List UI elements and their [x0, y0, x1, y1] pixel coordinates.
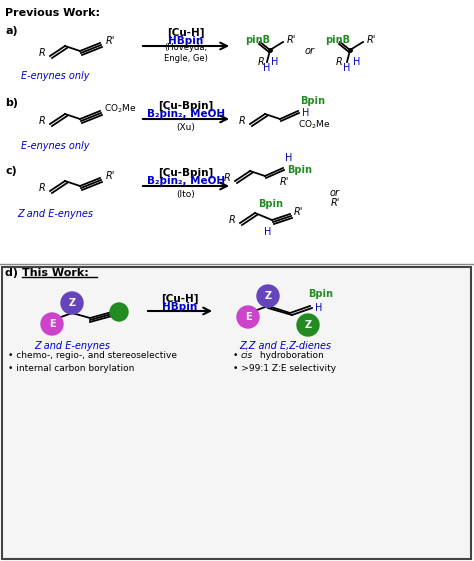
Text: HBpin: HBpin	[163, 302, 198, 312]
Text: B₂pin₂, MeOH: B₂pin₂, MeOH	[147, 176, 225, 186]
Text: [Cu-Bpin]: [Cu-Bpin]	[158, 168, 214, 178]
Text: Bpin: Bpin	[300, 96, 325, 106]
Text: B₂pin₂, MeOH: B₂pin₂, MeOH	[147, 109, 225, 119]
Text: This Work:: This Work:	[22, 268, 89, 278]
Text: R: R	[38, 116, 46, 126]
Text: [Cu-Bpin]: [Cu-Bpin]	[158, 101, 214, 111]
Text: CO$_2$Me: CO$_2$Me	[104, 103, 137, 115]
Text: CO$_2$Me: CO$_2$Me	[298, 119, 330, 131]
Text: •: •	[233, 351, 241, 360]
Text: H: H	[285, 153, 292, 163]
Text: H: H	[302, 108, 310, 118]
Text: R: R	[258, 57, 264, 67]
Text: • internal carbon borylation: • internal carbon borylation	[8, 364, 134, 373]
Text: H: H	[264, 227, 272, 237]
Text: Z,Z and E,Z-dienes: Z,Z and E,Z-dienes	[239, 341, 331, 351]
Text: E: E	[245, 312, 251, 322]
Text: Bpin: Bpin	[308, 289, 333, 299]
Circle shape	[237, 306, 259, 328]
Text: E-enynes only: E-enynes only	[21, 141, 89, 151]
Text: E-enynes only: E-enynes only	[21, 71, 89, 81]
Text: R': R'	[367, 35, 376, 45]
Circle shape	[41, 313, 63, 335]
Text: a): a)	[5, 26, 18, 36]
Circle shape	[61, 292, 83, 314]
Text: or: or	[305, 46, 315, 56]
Text: R': R'	[280, 177, 289, 187]
Text: H: H	[353, 57, 361, 67]
Text: Previous Work:: Previous Work:	[5, 8, 100, 18]
Text: b): b)	[5, 98, 18, 108]
Text: (Ito): (Ito)	[177, 190, 195, 199]
Circle shape	[297, 314, 319, 336]
Text: Z: Z	[264, 291, 272, 301]
Text: or: or	[330, 188, 340, 198]
FancyBboxPatch shape	[2, 267, 471, 559]
Text: R': R'	[287, 35, 296, 45]
Text: R': R'	[106, 171, 115, 181]
Text: Z and E-enynes: Z and E-enynes	[17, 209, 93, 219]
Text: Z: Z	[68, 298, 75, 308]
Text: H: H	[315, 303, 322, 313]
Text: R': R'	[330, 198, 340, 208]
Text: R: R	[228, 215, 236, 225]
Text: R: R	[238, 116, 246, 126]
Circle shape	[257, 285, 279, 307]
Text: Z: Z	[304, 320, 311, 330]
Text: d): d)	[5, 268, 22, 278]
Text: c): c)	[5, 166, 17, 176]
Text: H: H	[264, 63, 271, 73]
Text: cis: cis	[241, 351, 253, 360]
Text: R: R	[38, 183, 46, 193]
Text: • chemo-, regio-, and stereoselective: • chemo-, regio-, and stereoselective	[8, 351, 177, 360]
Text: pinB: pinB	[325, 35, 350, 45]
Text: hydroboration: hydroboration	[257, 351, 324, 360]
Text: pinB: pinB	[245, 35, 270, 45]
Text: [Cu-H]: [Cu-H]	[167, 28, 205, 38]
Text: [Cu-H]: [Cu-H]	[161, 294, 199, 304]
Text: R: R	[38, 48, 46, 58]
Text: Bpin: Bpin	[287, 165, 312, 175]
Text: E: E	[49, 319, 55, 329]
Text: H: H	[271, 57, 279, 67]
Text: • >99:1 Z:E selectivity: • >99:1 Z:E selectivity	[233, 364, 336, 373]
Text: (Hoveyda,
Engle, Ge): (Hoveyda, Engle, Ge)	[164, 43, 208, 63]
Text: R': R'	[294, 207, 303, 217]
Text: R: R	[336, 57, 342, 67]
Text: R': R'	[106, 36, 115, 46]
Circle shape	[110, 303, 128, 321]
Text: R: R	[224, 173, 230, 183]
Text: HBpin: HBpin	[168, 36, 204, 46]
Text: H: H	[343, 63, 351, 73]
Text: (Xu): (Xu)	[176, 122, 195, 131]
Text: Z and E-enynes: Z and E-enynes	[34, 341, 110, 351]
Text: Bpin: Bpin	[258, 199, 283, 209]
